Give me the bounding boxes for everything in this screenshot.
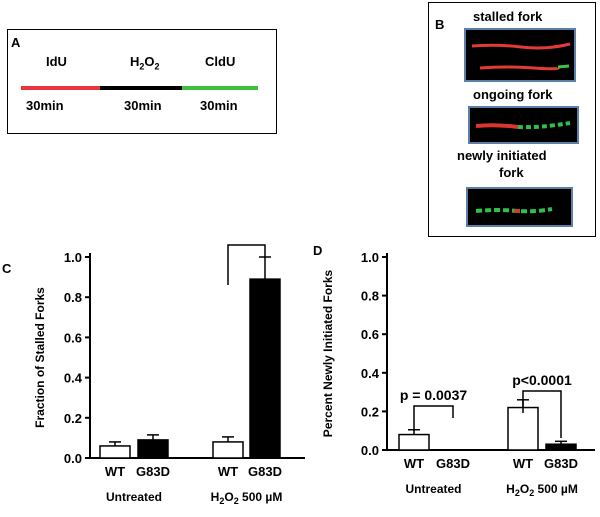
panel-a-box: A IdU H2O2 CldU 30min 30min 30min (7, 29, 277, 134)
cldu-timeline-segment (182, 86, 258, 90)
chart-c-group-label-part-3: 2 (234, 496, 239, 506)
chart-d-significance-label-1: p<0.0001 (512, 372, 572, 388)
chart-c-category-label-3: G83D (248, 464, 282, 479)
chart-d-bar-2 (507, 406, 539, 451)
duration-3: 30min (200, 98, 238, 113)
chart-d-y-tick-label-2: 0.4 (361, 366, 380, 381)
chart-c-category-label-1: G83D (136, 464, 170, 479)
chart-c-group-label-0: Untreated (106, 490, 162, 504)
chart-d-group-label-part-2: O (520, 482, 529, 496)
chart-c-group-label-part-1: 2 (219, 496, 224, 506)
chart-d-bar-0 (398, 433, 430, 451)
chart-d-group-label-part-1: 2 (515, 488, 520, 498)
chart-c-significance-label-0: P<0.0001 (216, 240, 277, 242)
idu-label: IdU (46, 54, 67, 69)
chart-c-group-label-part-0: H (211, 490, 220, 504)
chart-c-y-tick-label-1: 0.2 (64, 411, 82, 426)
chart-d: D Percent Newly Initiated Forks 0.0 0.2 0.4 0… (313, 243, 595, 498)
h2o2-h: H (130, 54, 140, 69)
chart-c: C Fraction of Stalled Forks 0.0 0.2 0.4 0.6 0.… (2, 240, 305, 506)
h2o2-sub-1: 2 (139, 61, 145, 72)
stalled-fork-fibers (471, 42, 571, 71)
newly-initiated-fork-image (466, 187, 573, 227)
chart-d-group-label-part-3: 2 (529, 488, 534, 498)
chart-c-y-tick-label-4: 0.8 (64, 290, 82, 305)
chart-d-y-tick-label-4: 0.8 (361, 289, 379, 304)
chart-c-y-axis-title: Fraction of Stalled Forks (33, 287, 47, 428)
chart-c-bar-2 (212, 441, 244, 459)
h2o2-timeline-segment (100, 86, 182, 90)
chart-c-y-tick-label-5: 1.0 (64, 250, 82, 265)
chart-d-significance-bracket-1 (522, 390, 562, 438)
chart-d-y-tick-label-3: 0.6 (361, 327, 379, 342)
newly-initiated-label-line2: fork (499, 165, 524, 180)
chart-c-bar-0 (99, 445, 131, 459)
h2o2-o: O (144, 54, 155, 69)
chart-d-bar-3 (545, 443, 577, 451)
chart-c-bar-3 (249, 278, 281, 459)
idu-timeline-segment (21, 86, 100, 90)
chart-d-category-label-2: WT (513, 456, 533, 471)
panel-b-box: B stalled fork ongoing fork newly initia… (428, 2, 596, 237)
stalled-fork-label: stalled fork (473, 9, 543, 24)
chart-c-y-tick-label-0: 0.0 (64, 451, 82, 466)
chart-c-category-label-0: WT (105, 464, 125, 479)
chart-d-group-label-1: H2O2 500 µM (506, 482, 578, 498)
duration-2: 30min (124, 98, 162, 113)
chart-d-group-label-0: Untreated (405, 482, 461, 496)
chart-d-category-label-1: G83D (436, 456, 470, 471)
chart-d-significance-label-0: p = 0.0037 (400, 387, 468, 403)
chart-d-y-tick-label-5: 1.0 (361, 250, 379, 265)
chart-d-group-label-part-4: 500 µM (534, 482, 578, 496)
chart-d-y-tick-label-0: 0.0 (361, 443, 379, 458)
chart-c-bar-1 (137, 439, 169, 459)
chart-d-group-label-part-0: H (506, 482, 515, 496)
chart-c-significance-bracket-0 (227, 244, 266, 285)
ongoing-fork-fibers (475, 121, 571, 130)
chart-d-y-tick-label-1: 0.2 (361, 404, 379, 419)
chart-c-group-label-part-4: 500 µM (239, 490, 283, 504)
chart-c-group-label-part-2: O (224, 490, 233, 504)
panel-b-letter: B (435, 17, 445, 32)
newly-initiated-fork-fibers (475, 207, 553, 214)
newly-initiated-label-line1: newly initiated (457, 148, 547, 163)
chart-c-category-label-2: WT (218, 464, 238, 479)
chart-c-group-label-1: H2O2 500 µM (211, 490, 283, 506)
chart-d-category-label-0: WT (404, 456, 424, 471)
panel-d-letter: D (313, 243, 322, 258)
ongoing-fork-label: ongoing fork (473, 87, 553, 102)
ongoing-fork-image (468, 106, 579, 144)
stalled-fork-image (464, 28, 576, 82)
h2o2-sub-2: 2 (154, 61, 160, 72)
h2o2-label: H2O2 (130, 54, 160, 72)
duration-1: 30min (26, 98, 64, 113)
panel-c-letter: C (2, 261, 12, 276)
chart-c-y-tick-label-3: 0.6 (64, 330, 82, 345)
panel-a-letter: A (11, 35, 21, 50)
cldu-label: CldU (205, 54, 236, 69)
chart-d-significance-bracket-0 (413, 405, 454, 431)
chart-d-y-axis-title: Percent Newly Initiated Forks (321, 269, 335, 437)
chart-c-y-tick-label-2: 0.4 (64, 371, 83, 386)
chart-d-category-label-3: G83D (544, 456, 578, 471)
